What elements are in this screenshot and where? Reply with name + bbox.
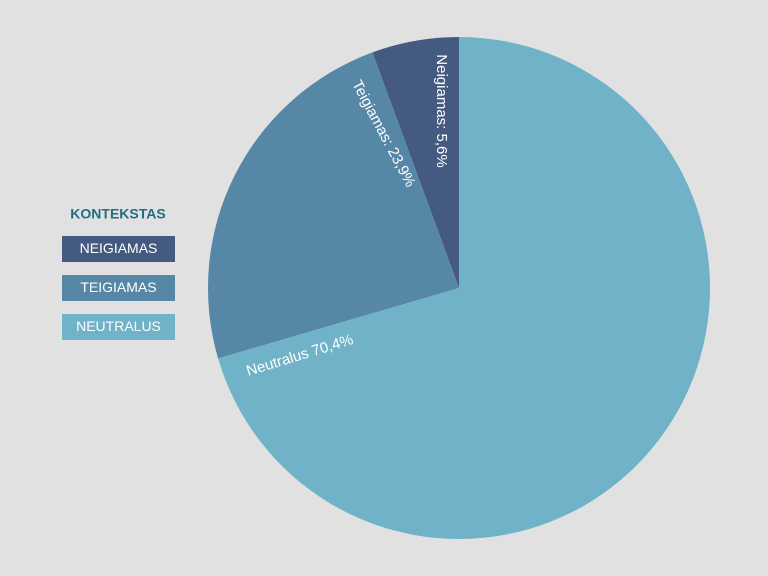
- legend-swatch: [62, 236, 175, 262]
- legend-swatch: [62, 314, 175, 340]
- legend-label: TEIGIAMAS: [80, 279, 156, 295]
- pie-slice: [218, 37, 711, 539]
- legend-label: NEUTRALUS: [76, 318, 161, 334]
- pie-slice: [208, 52, 459, 359]
- legend-label: NEIGIAMAS: [80, 240, 158, 256]
- pie-slice: [372, 37, 459, 288]
- value-label: Neigiamas: 5,6%: [433, 54, 450, 167]
- legend-swatch: [62, 275, 175, 301]
- legend-title: KONTEKSTAS: [70, 206, 165, 222]
